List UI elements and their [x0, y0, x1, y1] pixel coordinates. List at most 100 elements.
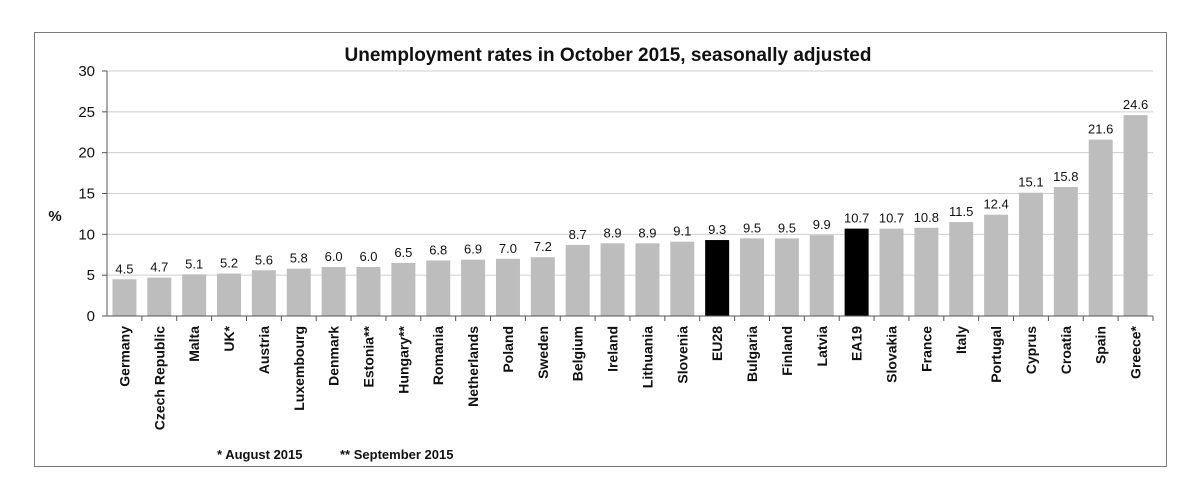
- data-label-5: 5.8: [290, 251, 308, 266]
- category-label-15: Lithuania: [639, 326, 655, 388]
- bar-chart: Unemployment rates in October 2015, seas…: [48, 45, 1154, 462]
- data-label-10: 6.9: [464, 242, 482, 257]
- bar-5: [286, 268, 311, 316]
- category-label-18: Bulgaria: [744, 326, 760, 382]
- category-label-4: Austria: [256, 326, 272, 374]
- chart-frame: Unemployment rates in October 2015, seas…: [34, 32, 1167, 467]
- bar-6: [321, 267, 346, 316]
- y-tick-label: 20: [78, 145, 95, 162]
- category-label-7: Estonia**: [361, 325, 377, 387]
- bars: [112, 115, 1148, 316]
- category-label-29: Greece*: [1128, 325, 1144, 378]
- bar-27: [1053, 186, 1078, 316]
- data-label-7: 6.0: [359, 249, 377, 264]
- category-label-24: Italy: [953, 326, 969, 354]
- category-label-26: Cyprus: [1023, 326, 1039, 374]
- bar-10: [461, 259, 486, 316]
- data-label-8: 6.5: [394, 245, 412, 260]
- data-label-13: 8.7: [569, 227, 587, 242]
- bar-18: [740, 238, 765, 316]
- bar-21: [844, 228, 869, 316]
- data-label-20: 9.9: [813, 217, 831, 232]
- category-label-22: Slovakia: [884, 326, 900, 383]
- data-label-22: 10.7: [879, 211, 904, 226]
- category-label-14: Ireland: [605, 326, 621, 372]
- y-tick-label: 0: [87, 308, 95, 325]
- bar-2: [182, 274, 207, 316]
- category-label-0: Germany: [116, 326, 132, 387]
- data-labels: 4.5 4.7 5.1 5.2 5.6 5.8 6.0 6.0 6.5 6.8 6.9 7.0 7.2 8…: [115, 97, 1148, 276]
- category-label-1: Czech Republic: [151, 326, 167, 430]
- bar-4: [251, 270, 276, 316]
- y-tick-label: 10: [78, 226, 95, 243]
- data-label-12: 7.2: [534, 239, 552, 254]
- category-label-3: UK*: [221, 325, 237, 351]
- y-tick-label: 15: [78, 186, 95, 203]
- bar-13: [565, 244, 590, 316]
- category-label-2: Malta: [186, 326, 202, 362]
- category-label-17: EU28: [709, 326, 725, 361]
- bar-14: [600, 243, 625, 316]
- data-label-1: 4.7: [150, 260, 168, 275]
- bar-9: [426, 260, 451, 316]
- data-label-21: 10.7: [844, 211, 869, 226]
- bar-1: [147, 277, 172, 316]
- chart-title: Unemployment rates in October 2015, seas…: [345, 45, 872, 66]
- bar-23: [914, 227, 939, 316]
- category-label-8: Hungary**: [395, 325, 411, 393]
- bar-0: [112, 279, 137, 316]
- bar-25: [984, 214, 1009, 316]
- y-axis-label: %: [48, 208, 61, 225]
- bar-28: [1088, 139, 1113, 316]
- data-label-3: 5.2: [220, 256, 238, 271]
- category-label-19: Finland: [779, 326, 795, 376]
- category-label-27: Croatia: [1058, 326, 1074, 374]
- bar-8: [391, 262, 416, 316]
- data-label-15: 8.9: [638, 225, 656, 240]
- x-axis-labels: Germany Czech Republic Malta UK* Austria Luxe…: [116, 316, 1154, 430]
- category-label-12: Sweden: [535, 326, 551, 379]
- data-label-17: 9.3: [708, 222, 726, 237]
- category-label-6: Denmark: [326, 326, 342, 386]
- bar-26: [1018, 192, 1043, 316]
- bar-17: [705, 240, 730, 316]
- category-label-20: Latvia: [814, 326, 830, 367]
- data-label-2: 5.1: [185, 256, 203, 271]
- bar-12: [530, 257, 555, 316]
- bar-16: [670, 241, 695, 316]
- data-label-4: 5.6: [255, 252, 273, 267]
- data-label-0: 4.5: [115, 261, 133, 276]
- category-label-28: Spain: [1093, 326, 1109, 364]
- footnote-september: ** September 2015: [340, 447, 453, 462]
- category-label-9: Romania: [430, 326, 446, 385]
- data-label-14: 8.9: [604, 225, 622, 240]
- data-label-27: 15.8: [1053, 169, 1078, 184]
- gridlines: [107, 70, 1153, 276]
- bar-11: [495, 258, 520, 316]
- data-label-18: 9.5: [743, 220, 761, 235]
- category-label-5: Luxembourg: [291, 326, 307, 411]
- data-label-26: 15.1: [1018, 175, 1043, 190]
- category-label-16: Slovenia: [674, 326, 690, 384]
- bar-19: [774, 238, 799, 316]
- y-tick-label: 5: [87, 267, 95, 284]
- footnote-august: * August 2015: [217, 447, 303, 462]
- bar-15: [635, 243, 660, 316]
- category-label-21: EA19: [849, 326, 865, 361]
- data-label-24: 11.5: [949, 204, 973, 219]
- bar-22: [879, 228, 904, 316]
- bar-3: [217, 273, 242, 316]
- category-label-25: Portugal: [988, 326, 1004, 383]
- data-label-6: 6.0: [325, 249, 343, 264]
- data-label-29: 24.6: [1123, 97, 1148, 112]
- category-label-23: France: [918, 326, 934, 372]
- data-label-23: 10.8: [914, 210, 939, 225]
- bar-20: [809, 235, 834, 316]
- data-label-28: 21.6: [1088, 122, 1113, 137]
- category-label-13: Belgium: [570, 326, 586, 381]
- data-label-11: 7.0: [499, 241, 517, 256]
- category-label-10: Netherlands: [465, 326, 481, 407]
- bar-24: [949, 222, 974, 316]
- data-label-9: 6.8: [429, 242, 447, 257]
- y-tick-label: 30: [78, 63, 95, 80]
